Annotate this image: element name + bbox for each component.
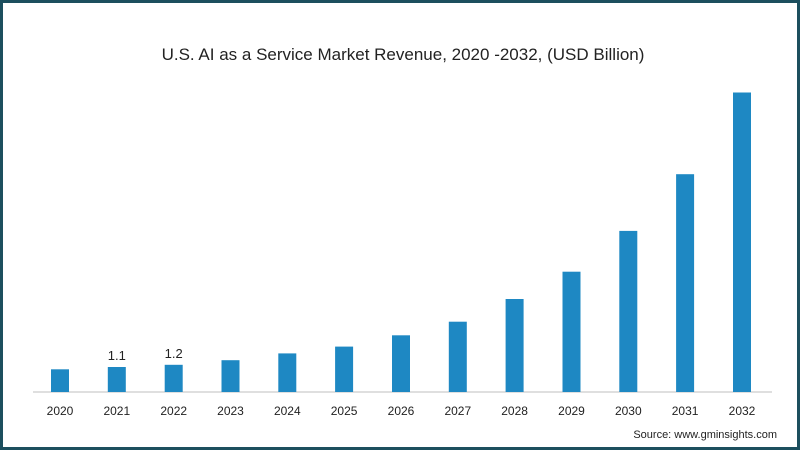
x-tick-label-2023: 2023 xyxy=(217,404,244,418)
bar-chart: 2020 2021 1.1 2022 1.2 2023 2024 2025 2026 2027 20… xyxy=(33,92,772,418)
bar-2025 xyxy=(335,346,354,392)
bar-2021 xyxy=(107,367,126,392)
source-note: Source: www.gminsights.com xyxy=(633,429,777,441)
x-tick-label-2021: 2021 xyxy=(103,404,130,418)
x-tick-label-2020: 2020 xyxy=(47,404,74,418)
bar-2023 xyxy=(221,360,240,392)
x-tick-label-2032: 2032 xyxy=(729,404,756,418)
bar-2022 xyxy=(164,364,183,392)
data-label-2022: 1.2 xyxy=(165,346,183,361)
x-tick-label-2028: 2028 xyxy=(501,404,528,418)
x-tick-label-2026: 2026 xyxy=(388,404,415,418)
x-tick-label-2024: 2024 xyxy=(274,404,301,418)
bar-2032 xyxy=(733,92,751,392)
chart-title: U.S. AI as a Service Market Revenue, 202… xyxy=(161,45,645,64)
x-tick-label-2022: 2022 xyxy=(160,404,187,418)
x-tick-label-2025: 2025 xyxy=(331,404,358,418)
bar-2027 xyxy=(448,321,467,392)
data-label-2021: 1.1 xyxy=(108,348,126,363)
bar-2028 xyxy=(505,299,524,392)
x-tick-label-2029: 2029 xyxy=(558,404,585,418)
x-tick-label-2031: 2031 xyxy=(672,404,699,418)
bars-group: 2020 2021 1.1 2022 1.2 2023 2024 2025 2026 2027 20… xyxy=(47,92,756,418)
bar-2029 xyxy=(562,271,581,392)
bar-2031 xyxy=(676,174,695,392)
bar-2030 xyxy=(619,230,638,392)
x-tick-label-2030: 2030 xyxy=(615,404,642,418)
bar-2020 xyxy=(51,369,69,392)
bar-2024 xyxy=(278,353,297,392)
x-tick-label-2027: 2027 xyxy=(444,404,471,418)
bar-2026 xyxy=(392,335,410,392)
